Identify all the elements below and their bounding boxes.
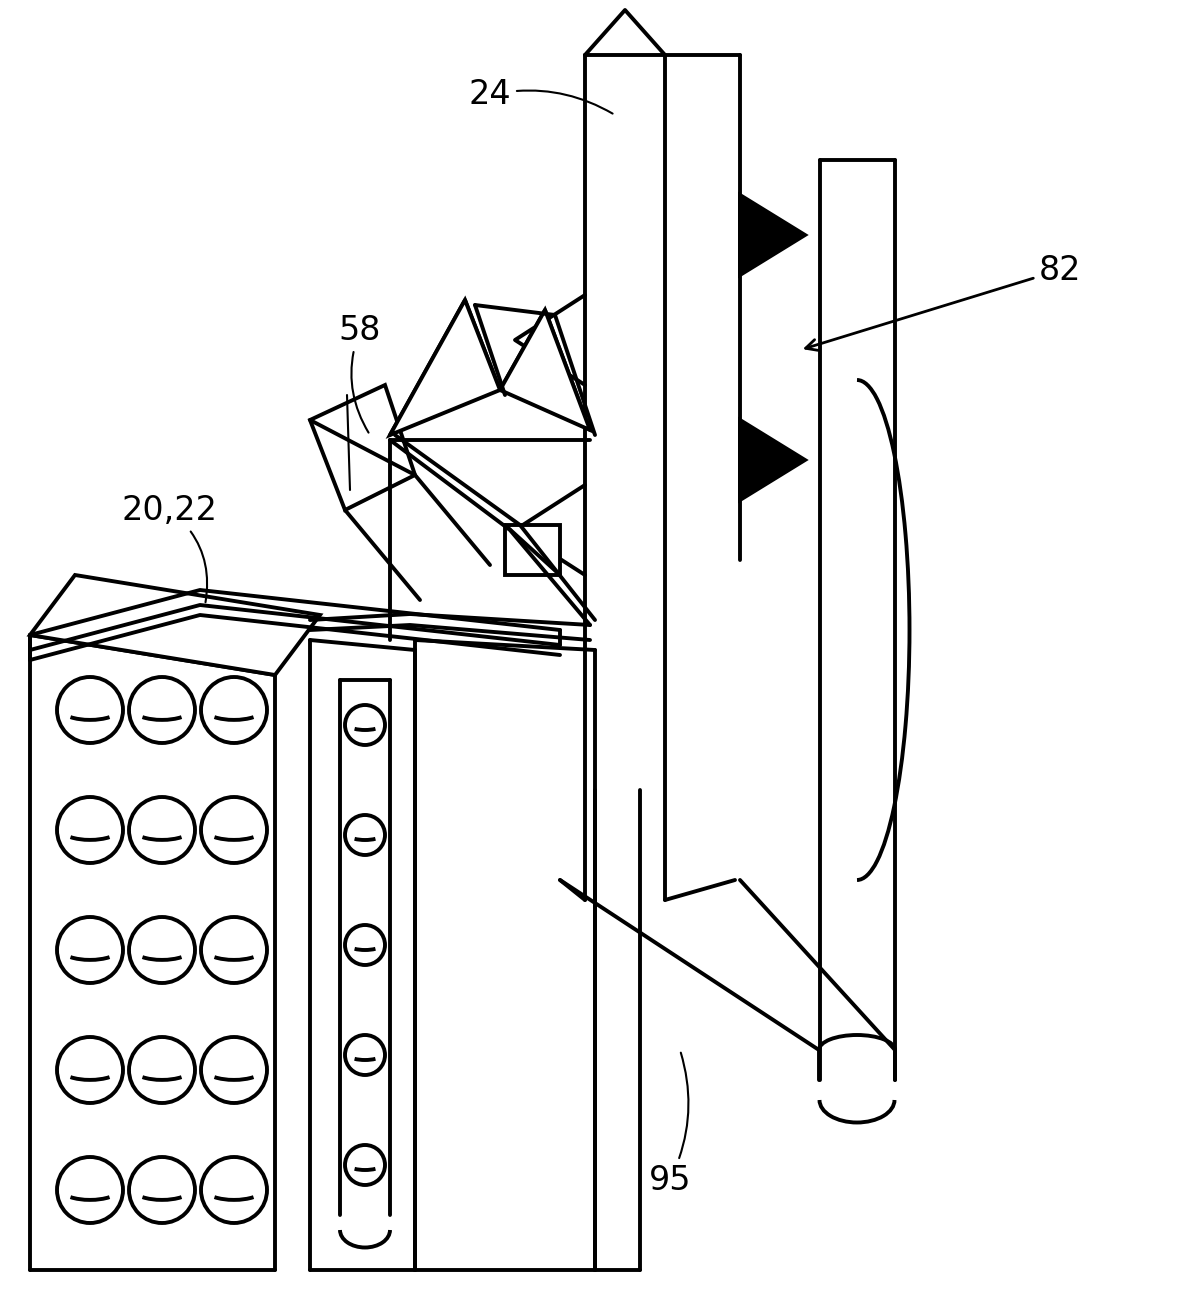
Text: 20,22: 20,22	[122, 493, 218, 602]
Text: 95: 95	[649, 1053, 691, 1197]
Polygon shape	[310, 385, 415, 510]
Polygon shape	[390, 301, 500, 435]
Polygon shape	[505, 526, 560, 575]
Polygon shape	[740, 420, 805, 500]
Polygon shape	[30, 575, 320, 675]
Text: 24: 24	[469, 78, 613, 113]
Polygon shape	[740, 195, 805, 275]
Text: 82: 82	[805, 254, 1081, 350]
Polygon shape	[500, 310, 591, 431]
Text: 58: 58	[339, 314, 382, 433]
